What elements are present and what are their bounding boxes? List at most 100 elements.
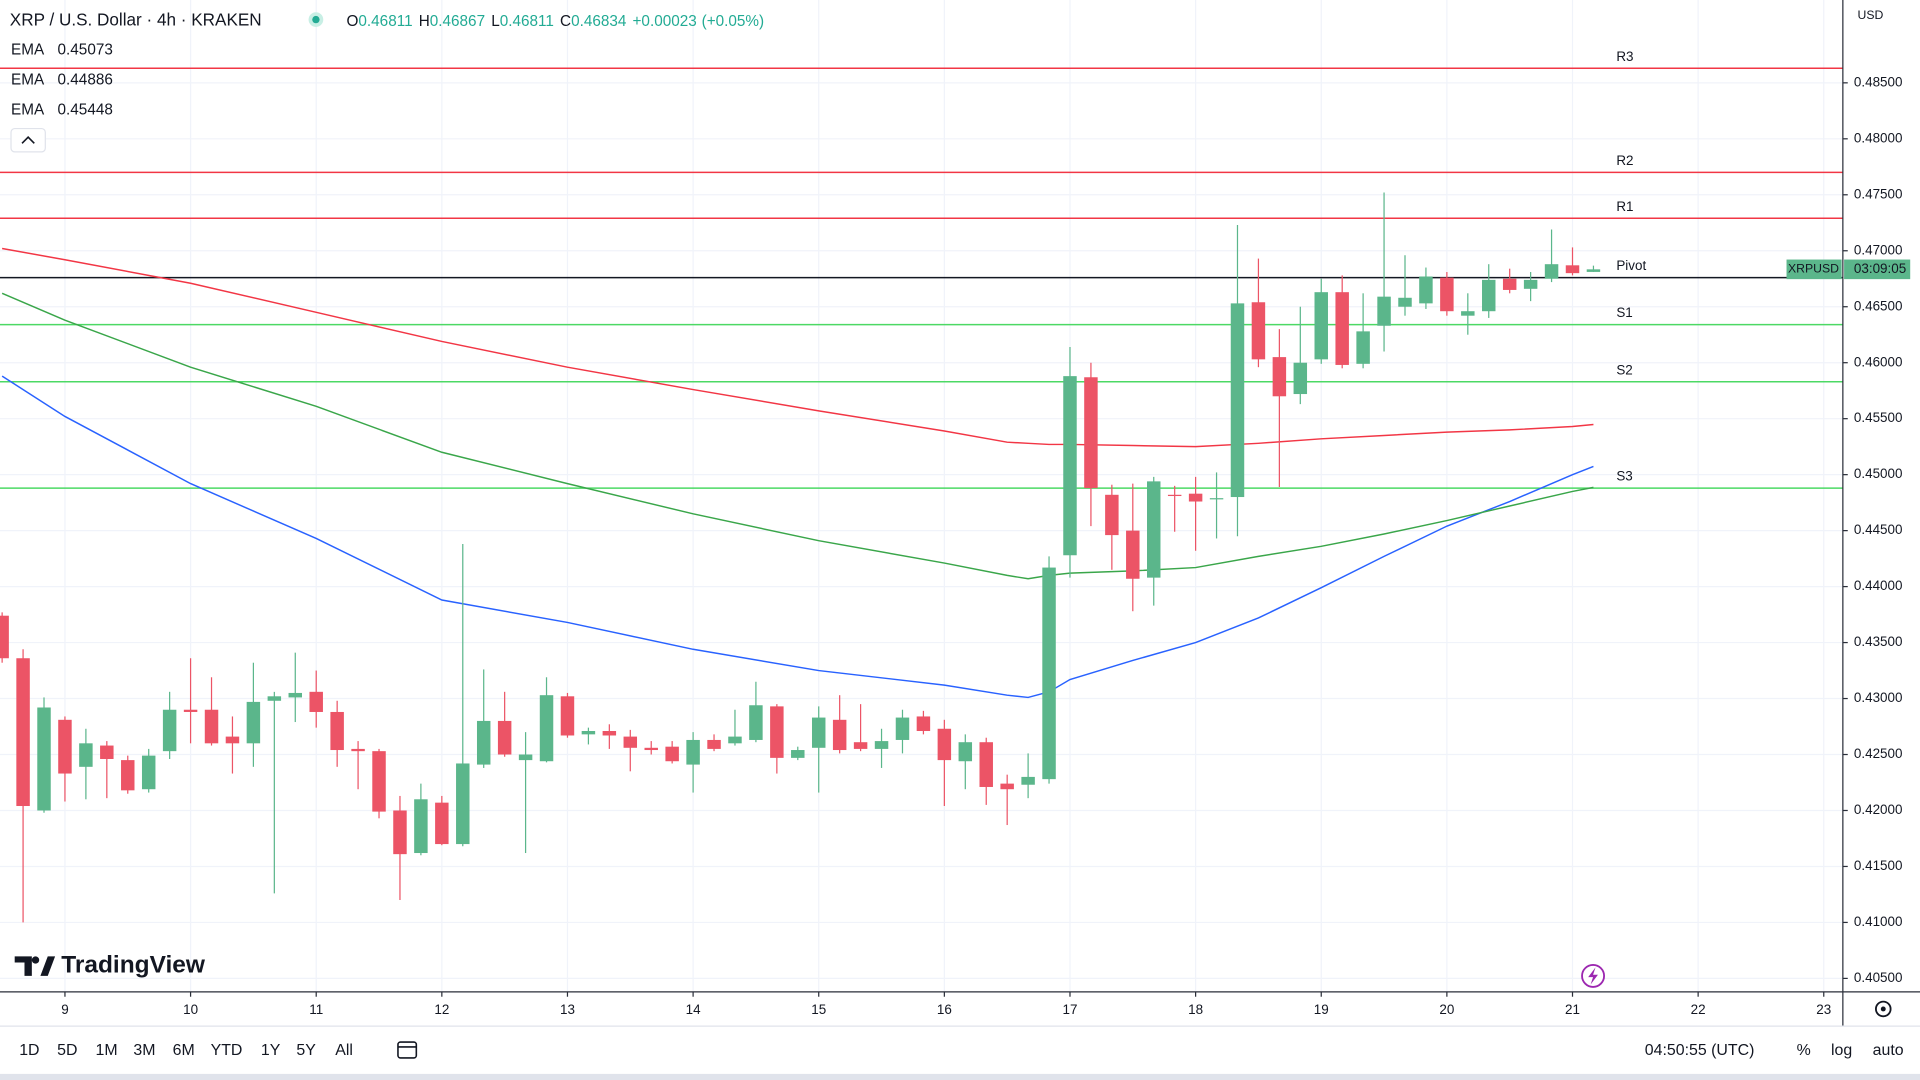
percent-toggle[interactable]: % — [1797, 1042, 1811, 1059]
pivot-label: R3 — [1616, 49, 1633, 64]
collapse-legend-button[interactable] — [10, 127, 46, 153]
candle-body — [1293, 362, 1308, 395]
candle-body — [1272, 357, 1287, 397]
ohlc-readout: O0.46811 H0.46867 L0.46811 C0.46834 +0.00023… — [347, 13, 765, 30]
y-tick-label: 0.46500 — [1854, 298, 1903, 313]
candle-body — [686, 739, 700, 765]
pivot-label: S1 — [1616, 305, 1632, 320]
candle-body — [0, 615, 9, 659]
candle-body — [1000, 783, 1014, 790]
y-tick-label: 0.47500 — [1854, 186, 1903, 201]
candle-body — [456, 763, 470, 845]
change-percent: (+0.05%) — [702, 13, 765, 30]
log-toggle[interactable]: log — [1831, 1042, 1852, 1059]
range-button[interactable]: 1M — [95, 1042, 117, 1059]
candle-body — [414, 799, 428, 854]
x-tick-label: 21 — [1565, 1002, 1580, 1017]
brand-name: TradingView — [61, 952, 206, 979]
range-button[interactable]: 5Y — [296, 1042, 316, 1059]
candles-layer — [0, 192, 1601, 923]
legend-name[interactable]: EMA — [11, 101, 45, 118]
y-tick-label: 0.47000 — [1854, 242, 1903, 257]
candle-body — [79, 743, 93, 767]
candle-body — [246, 701, 261, 744]
ohlc-label: C — [560, 13, 571, 30]
currency-label[interactable]: USD — [1858, 8, 1884, 22]
levels-layer: R3 R2 R1 Pivot S1 S2 S3 — [0, 49, 1843, 489]
candle-body — [183, 709, 198, 712]
range-button[interactable]: All — [335, 1042, 353, 1059]
candle-body — [623, 736, 638, 748]
x-tick-label: 15 — [811, 1002, 826, 1017]
ohlc-value: 0.46811 — [358, 13, 412, 30]
candle-body — [1209, 498, 1224, 500]
x-tick-label: 18 — [1188, 1002, 1203, 1017]
candle-body — [1356, 331, 1370, 364]
candle-body — [121, 760, 135, 791]
candle-body — [937, 728, 952, 761]
range-button[interactable]: 1Y — [261, 1042, 281, 1059]
y-tick-label: 0.43500 — [1854, 634, 1903, 649]
candle-body — [1042, 567, 1056, 780]
x-tick-label: 16 — [937, 1002, 952, 1017]
candle-body — [1230, 303, 1245, 498]
y-tick-label: 0.42000 — [1854, 802, 1903, 817]
range-button[interactable]: 6M — [173, 1042, 195, 1059]
candle-body — [1440, 277, 1454, 312]
range-button[interactable]: 3M — [133, 1042, 155, 1059]
status-dot — [312, 15, 320, 24]
ema-line — [1, 292, 1594, 580]
candle-body — [100, 745, 114, 759]
range-button[interactable]: YTD — [211, 1042, 243, 1059]
candle-body — [1544, 264, 1559, 279]
candle-body — [1147, 481, 1161, 578]
candle-body — [539, 695, 554, 762]
price-tag — [1786, 259, 1842, 280]
grid-layer — [0, 0, 1843, 992]
legend-value: 0.45448 — [58, 101, 113, 118]
candle-body — [1105, 494, 1119, 536]
x-tick-label: 9 — [61, 1002, 68, 1017]
candle-body — [1565, 265, 1580, 274]
x-tick-label: 20 — [1439, 1002, 1454, 1017]
legend-name[interactable]: EMA — [11, 71, 45, 88]
candle-body — [602, 731, 617, 736]
countdown-tag — [1844, 259, 1911, 280]
candle-body — [1021, 776, 1035, 785]
symbol-title[interactable]: XRP / U.S. Dollar · 4h · KRAKEN — [10, 9, 262, 29]
range-button[interactable]: 5D — [57, 1042, 77, 1059]
x-tick-label: 14 — [686, 1002, 701, 1017]
ohlc-value: 0.46834 — [571, 13, 627, 30]
candle-body — [1398, 297, 1412, 307]
ohlc-label: O — [347, 13, 359, 30]
y-tick-label: 0.46000 — [1854, 354, 1903, 369]
ema-layer — [1, 247, 1594, 699]
date-range-icon[interactable] — [397, 1041, 418, 1059]
candle-body — [497, 720, 512, 755]
candle-body — [916, 716, 931, 732]
y-tick-label: 0.41500 — [1854, 858, 1903, 873]
ohlc-label: H — [419, 13, 430, 30]
clock[interactable]: 04:50:55 (UTC) — [1645, 1042, 1755, 1059]
candle-body — [476, 720, 491, 765]
settings-icon[interactable] — [1875, 1000, 1892, 1018]
candle-body — [958, 742, 973, 762]
candle-body — [665, 746, 679, 762]
auto-toggle[interactable]: auto — [1873, 1042, 1904, 1059]
candle-body — [770, 706, 784, 758]
bottom-toolbar: 1D 5D 1M 3M 6M YTD 1Y 5Y All 04:50:55 (UTC)% log au… — [19, 963, 1904, 1059]
range-button[interactable]: 1D — [19, 1042, 39, 1059]
ohlc-value: 0.46867 — [430, 13, 485, 30]
candle-body — [372, 751, 386, 812]
candle-body — [1063, 376, 1077, 556]
legend-name[interactable]: EMA — [11, 41, 45, 58]
x-tick-label: 10 — [183, 1002, 198, 1017]
candle-body — [707, 739, 721, 749]
candle-body — [225, 736, 240, 744]
candle-body — [1314, 292, 1328, 360]
x-tick-label: 22 — [1691, 1002, 1706, 1017]
candle-body — [330, 711, 344, 751]
candle-body — [435, 802, 449, 845]
pivot-label: S2 — [1616, 362, 1632, 377]
logo-mark — [14, 956, 56, 976]
